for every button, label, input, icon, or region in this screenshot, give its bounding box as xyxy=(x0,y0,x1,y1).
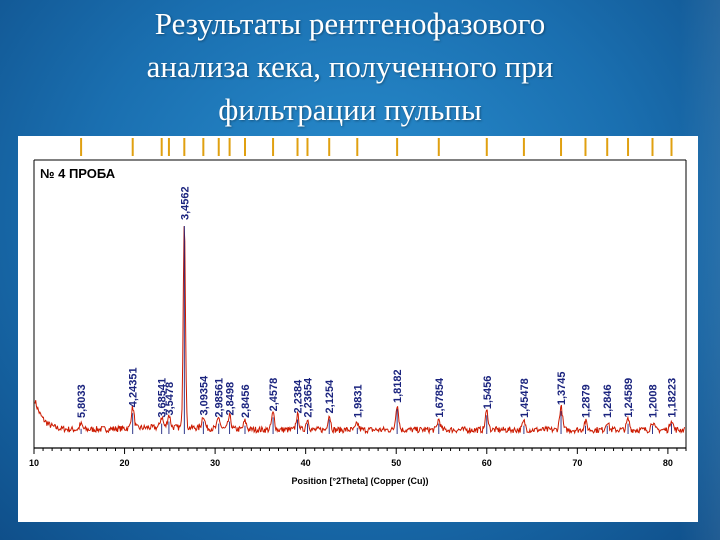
title-line-3: фильтрации пульпы xyxy=(218,92,482,127)
peak-label: 1,9831 xyxy=(352,384,364,418)
x-tick-label: 40 xyxy=(301,458,311,468)
peak-label: 2,23654 xyxy=(302,377,314,418)
peak-label: 2,8456 xyxy=(240,384,252,418)
peak-label: 4,24351 xyxy=(128,367,140,407)
x-axis-label: Position [°2Theta] (Copper (Cu)) xyxy=(291,476,428,486)
peak-label: 3,09354 xyxy=(198,375,210,416)
peak-label: 1,8182 xyxy=(392,369,404,403)
peak-label: 3,4562 xyxy=(179,186,191,220)
peak-label: 2,98561 xyxy=(214,378,226,418)
peak-label: 1,2846 xyxy=(602,384,614,418)
slide-title: Результаты рентгенофазового анализа кека… xyxy=(30,2,670,131)
x-tick-label: 80 xyxy=(663,458,673,468)
sample-label: № 4 ПРОБА xyxy=(40,166,116,181)
peak-label: 3,68541 xyxy=(157,378,169,418)
x-tick-label: 70 xyxy=(572,458,582,468)
peak-label: 1,2879 xyxy=(580,384,592,418)
peak-label: 2,2384 xyxy=(293,379,305,414)
diffraction-pattern xyxy=(34,226,686,435)
peak-label: 1,2008 xyxy=(647,384,659,418)
peak-label: 1,18223 xyxy=(667,378,679,418)
peak-label: 3,5478 xyxy=(164,382,176,416)
peak-label: 1,45478 xyxy=(519,378,531,418)
chart-panel: 10 20 30 40 50 60 70 80 Position [°2Theta] (Copp… xyxy=(18,136,698,522)
peak-label: 1,67854 xyxy=(434,377,446,418)
peak-label: 1,24589 xyxy=(623,378,635,418)
x-tick-label: 60 xyxy=(482,458,492,468)
x-tick-label: 20 xyxy=(120,458,130,468)
xrd-chart: 10 20 30 40 50 60 70 80 Position [°2Theta] (Copp… xyxy=(29,138,687,486)
peak-label: 2,8498 xyxy=(225,382,237,416)
x-tick-label: 10 xyxy=(29,458,39,468)
title-line-1: Результаты рентгенофазового xyxy=(154,6,546,41)
x-tick-label: 30 xyxy=(210,458,220,468)
peak-label: 1,3745 xyxy=(556,371,568,405)
title-line-2: анализа кека, полученного при xyxy=(146,49,554,84)
peak-label: 5,8033 xyxy=(76,384,88,418)
peak-label: 2,1254 xyxy=(324,379,336,414)
peak-label: 2,4578 xyxy=(268,378,280,412)
x-tick-label: 50 xyxy=(391,458,401,468)
peak-label: 1,5456 xyxy=(482,376,494,410)
